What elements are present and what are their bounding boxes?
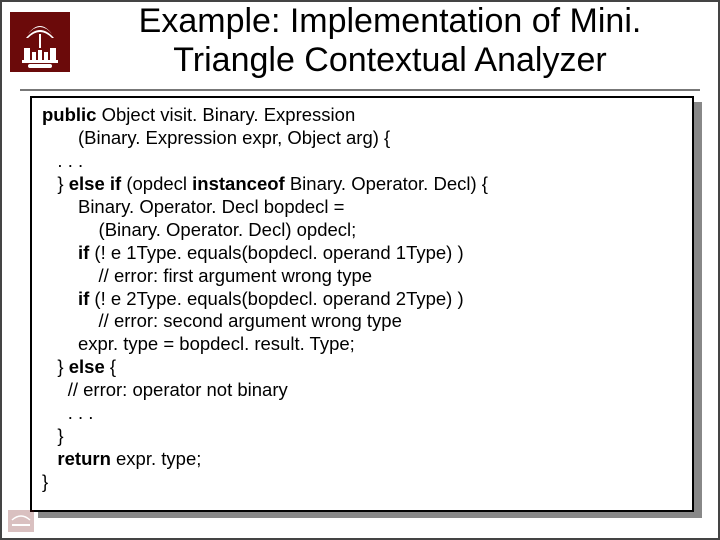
code-text: (opdecl <box>121 173 192 194</box>
kw-elseif: else if <box>69 173 121 194</box>
code-text <box>42 242 78 263</box>
code-text: (! e 1Type. equals(bopdecl. operand 1Typ… <box>89 242 463 263</box>
code-text <box>42 288 78 309</box>
kw-if: if <box>78 288 89 309</box>
code-box: public Object visit. Binary. Expression … <box>30 96 694 512</box>
code-text: } <box>42 356 69 377</box>
code-text: { <box>105 356 116 377</box>
code-text: (Binary. Operator. Decl) opdecl; <box>42 219 356 240</box>
code-text: (Binary. Expression expr, Object arg) { <box>42 127 390 148</box>
kw-if: if <box>78 242 89 263</box>
code-content: public Object visit. Binary. Expression … <box>42 104 682 494</box>
kw-return: return <box>57 448 110 469</box>
code-text: . . . <box>42 402 93 423</box>
code-text: // error: first argument wrong type <box>42 265 372 286</box>
slide: Example: Implementation of Mini. Triangl… <box>0 0 720 540</box>
title-divider <box>20 89 700 91</box>
kw-else: else <box>69 356 105 377</box>
footer-logo-icon <box>8 510 34 532</box>
university-logo-icon <box>10 12 70 72</box>
slide-title: Example: Implementation of Mini. Triangl… <box>82 2 698 80</box>
code-text: Binary. Operator. Decl bopdecl = <box>42 196 345 217</box>
code-text: } <box>42 471 48 492</box>
code-text: expr. type = bopdecl. result. Type; <box>42 333 355 354</box>
title-line-1: Example: Implementation of Mini. <box>139 2 642 40</box>
kw-instanceof: instanceof <box>192 173 285 194</box>
code-text: } <box>42 425 64 446</box>
code-text: Binary. Operator. Decl) { <box>285 173 488 194</box>
code-text: Object visit. Binary. Expression <box>96 104 355 125</box>
code-text <box>42 448 57 469</box>
kw-public: public <box>42 104 96 125</box>
code-text: // error: second argument wrong type <box>42 310 402 331</box>
code-text: (! e 2Type. equals(bopdecl. operand 2Typ… <box>89 288 463 309</box>
code-text: . . . <box>42 150 83 171</box>
code-text: } <box>42 173 69 194</box>
code-text: // error: operator not binary <box>42 379 288 400</box>
code-text: expr. type; <box>111 448 202 469</box>
title-line-2: Triangle Contextual Analyzer <box>173 41 606 79</box>
